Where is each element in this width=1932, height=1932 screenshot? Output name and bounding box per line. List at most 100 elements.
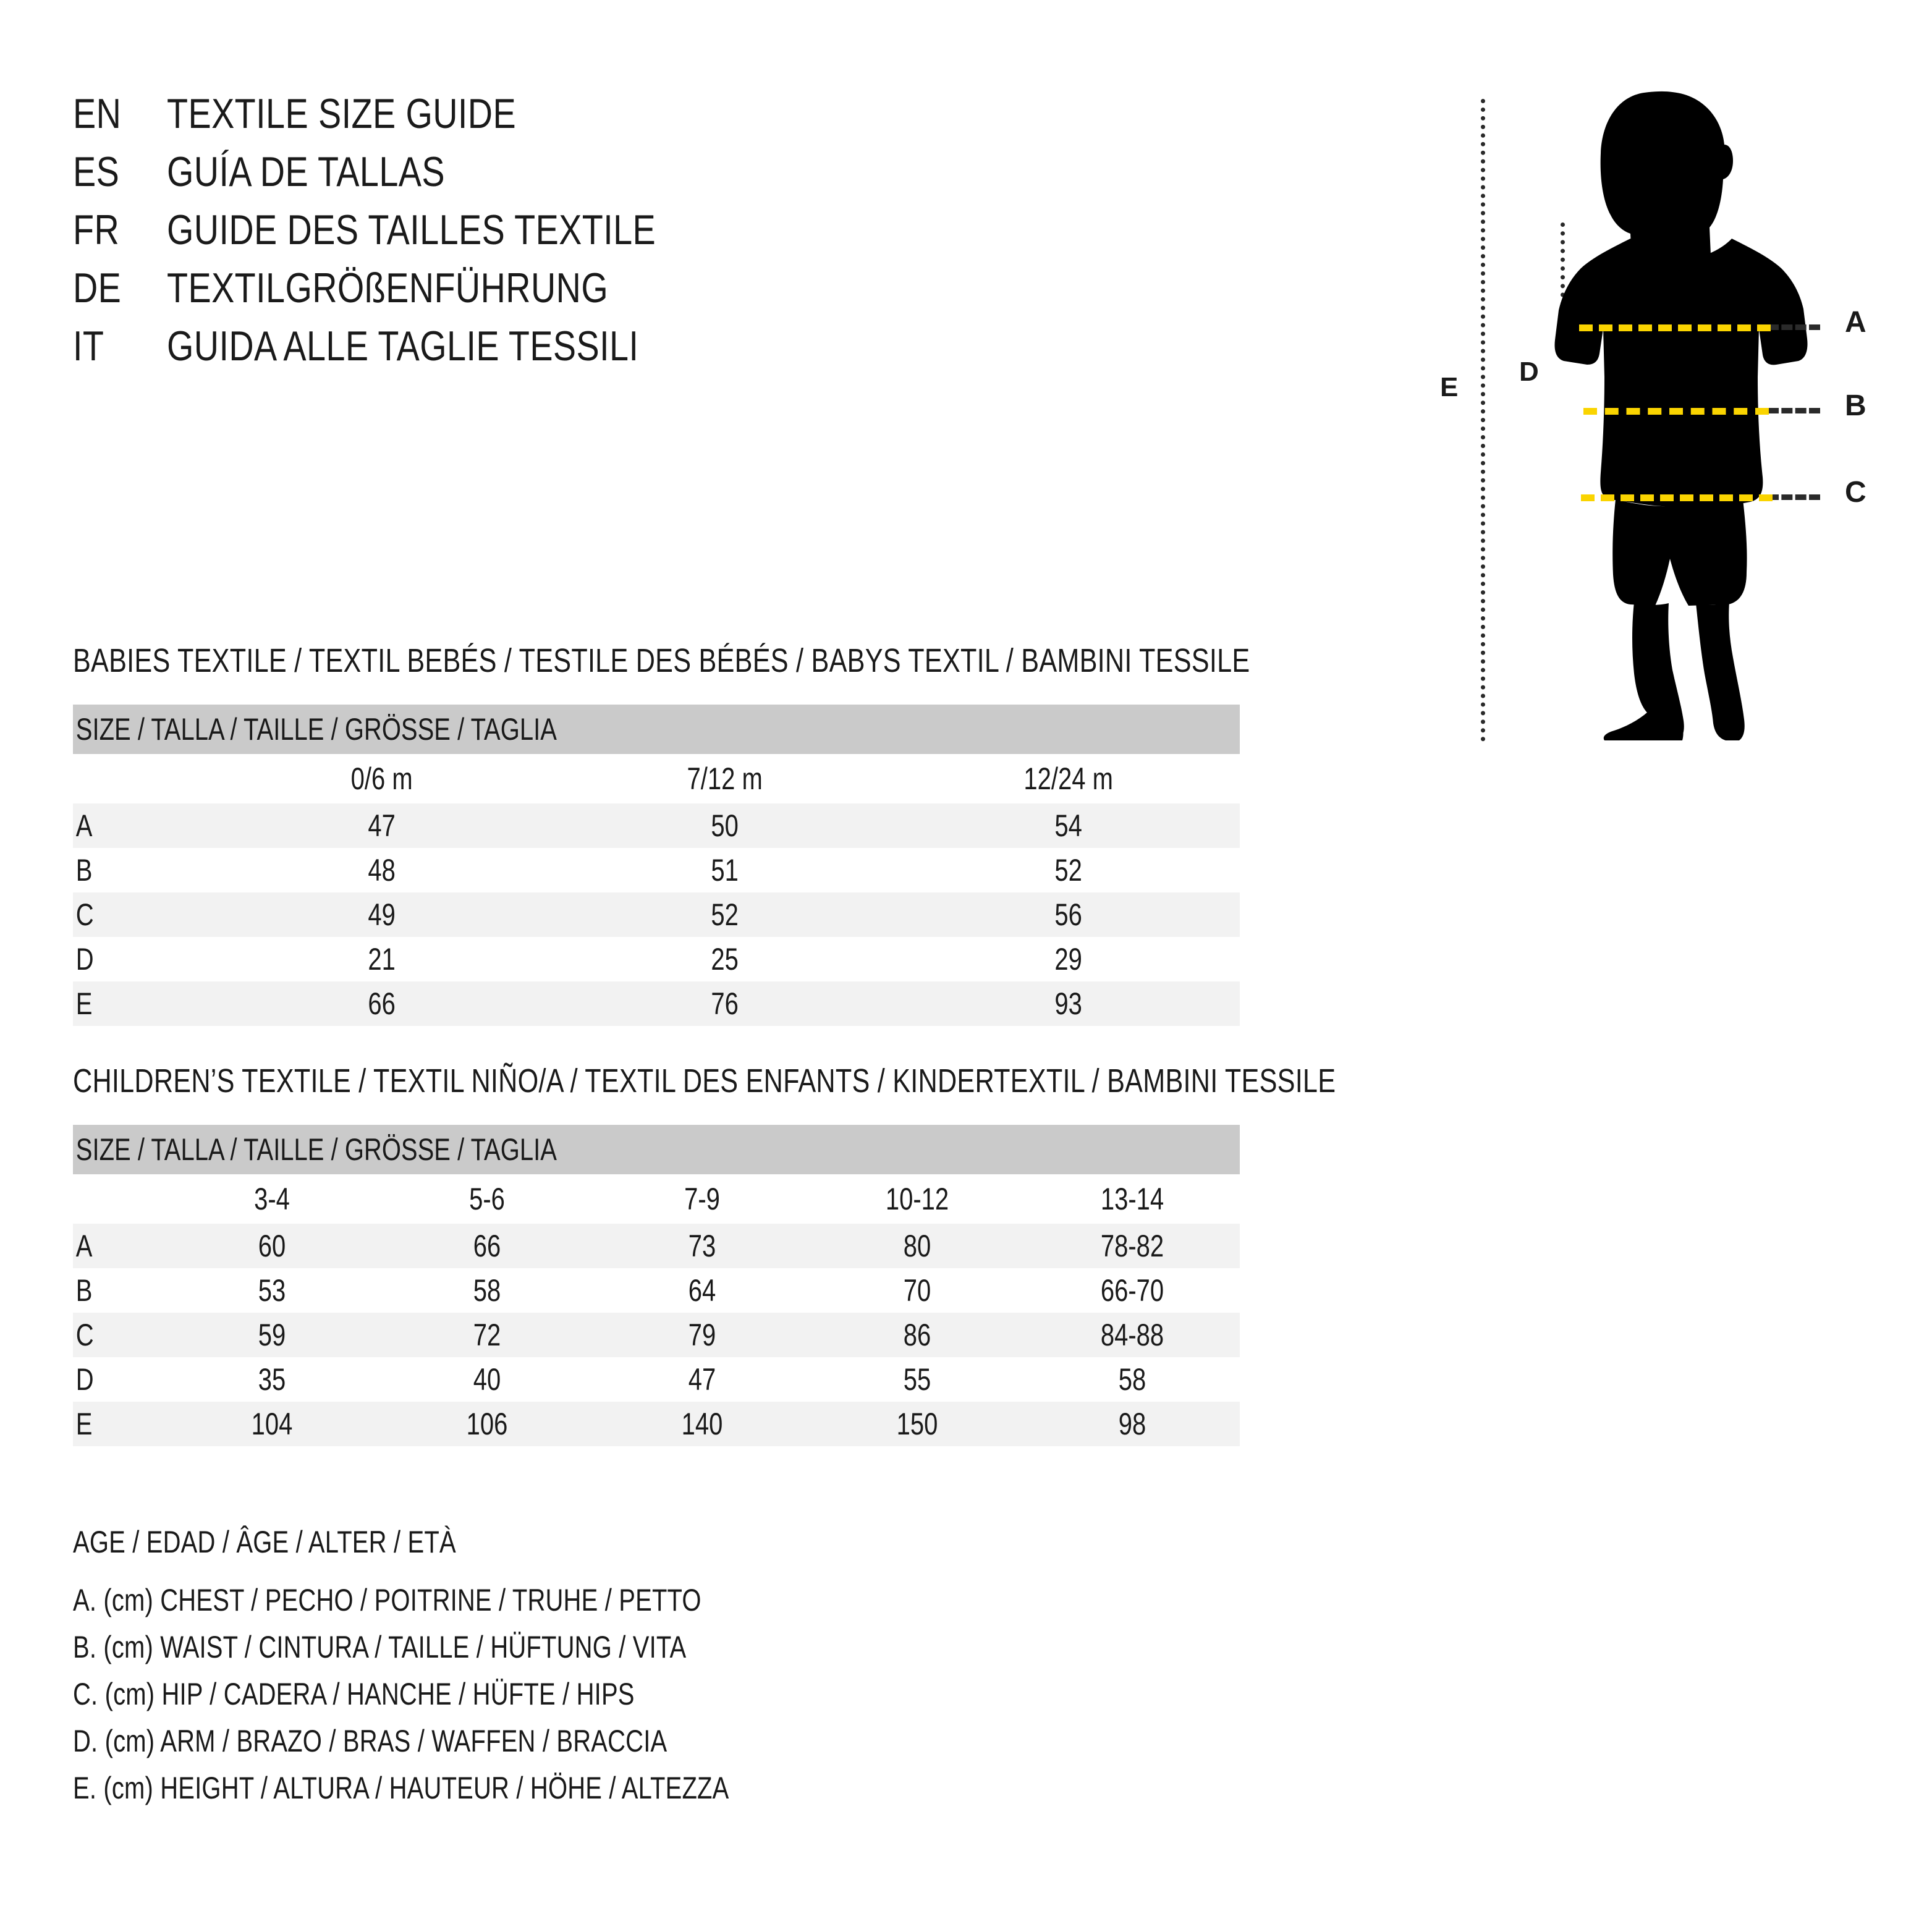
children-row-label-b: B (75, 1273, 93, 1308)
table-row: B 53 58 64 70 66-70 (73, 1268, 1240, 1313)
children-size-bar-label: SIZE / TALLA / TAILLE / GRÖSSE / TAGLIA (75, 1132, 557, 1167)
babies-cell-c-2: 56 (1054, 897, 1082, 932)
children-size-bar-row: SIZE / TALLA / TAILLE / GRÖSSE / TAGLIA (73, 1125, 1240, 1174)
children-section-heading: CHILDREN’S TEXTILE / TEXTIL NIÑO/A / TEX… (73, 1062, 1336, 1099)
hip-leader-line (1768, 494, 1820, 500)
babies-size-bar-label: SIZE / TALLA / TAILLE / GRÖSSE / TAGLIA (75, 712, 557, 747)
legend-item-c: C. (cm) HIP / CADERA / HANCHE / HÜFTE / … (73, 1677, 635, 1711)
legend-item-d: D. (cm) ARM / BRAZO / BRAS / WAFFEN / BR… (73, 1724, 667, 1758)
children-col-header-0: 3-4 (254, 1182, 290, 1216)
children-cell-c-2: 79 (688, 1318, 716, 1352)
language-code-de: DE (73, 265, 122, 311)
babies-cell-b-0: 48 (368, 853, 396, 888)
babies-size-bar-row: SIZE / TALLA / TAILLE / GRÖSSE / TAGLIA (73, 705, 1240, 754)
table-row: A 60 66 73 80 78-82 (73, 1224, 1240, 1268)
children-cell-d-3: 55 (903, 1362, 931, 1397)
children-cell-a-1: 66 (473, 1229, 501, 1263)
children-cell-d-4: 58 (1118, 1362, 1146, 1397)
measurement-legend: AGE / EDAD / ÂGE / ALTER / ETÀ A. (cm) C… (73, 1527, 1247, 1820)
waist-measure-line (1583, 408, 1769, 415)
children-cell-a-4: 78-82 (1100, 1229, 1164, 1263)
children-cell-c-0: 59 (258, 1318, 286, 1352)
height-guide-line (1481, 99, 1485, 742)
babies-row-label-d: D (75, 942, 94, 977)
measurement-figure-panel: E D A B C (1440, 87, 1922, 760)
children-cell-a-2: 73 (688, 1229, 716, 1263)
babies-cell-d-2: 29 (1054, 942, 1082, 977)
children-col-header-1: 5-6 (469, 1182, 505, 1216)
language-code-it: IT (73, 323, 104, 370)
legend-item-e: E. (cm) HEIGHT / ALTURA / HAUTEUR / HÖHE… (73, 1771, 729, 1805)
language-row-es: ES GUÍA DE TALLAS (73, 151, 1247, 209)
child-silhouette-icon (1554, 91, 1808, 740)
children-cell-b-3: 70 (903, 1273, 931, 1308)
babies-cell-e-1: 76 (711, 986, 739, 1021)
children-cell-b-1: 58 (473, 1273, 501, 1308)
babies-row-label-c: C (75, 897, 94, 932)
babies-row-label-e: E (75, 986, 93, 1021)
babies-row-label-b: B (75, 853, 93, 888)
language-title-it: GUIDA ALLE TAGLIE TESSILI (167, 323, 639, 370)
children-cell-e-3: 150 (896, 1407, 938, 1441)
children-size-table: SIZE / TALLA / TAILLE / GRÖSSE / TAGLIA … (73, 1125, 1240, 1446)
children-row-label-e: E (75, 1407, 93, 1441)
children-cell-a-0: 60 (258, 1229, 286, 1263)
legend-item-b: B. (cm) WAIST / CINTURA / TAILLE / HÜFTU… (73, 1630, 687, 1664)
marker-label-b: B (1845, 389, 1866, 422)
language-row-de: DE TEXTILGRÖßENFÜHRUNG (73, 267, 1247, 325)
table-row: E 104 106 140 150 98 (73, 1402, 1240, 1446)
babies-size-table: SIZE / TALLA / TAILLE / GRÖSSE / TAGLIA … (73, 705, 1240, 1026)
table-row: E 66 76 93 (73, 981, 1240, 1026)
legend-item-a: A. (cm) CHEST / PECHO / POITRINE / TRUHE… (73, 1583, 701, 1617)
children-row-label-c: C (75, 1318, 94, 1352)
arm-guide-line (1561, 222, 1565, 358)
chest-leader-line (1768, 324, 1820, 330)
babies-cell-a-0: 47 (368, 808, 396, 843)
marker-label-c: C (1845, 476, 1866, 509)
language-row-fr: FR GUIDE DES TAILLES TEXTILE (73, 209, 1247, 267)
language-code-fr: FR (73, 206, 120, 253)
children-col-header-2: 7-9 (684, 1182, 720, 1216)
children-col-header-3: 10-12 (885, 1182, 949, 1216)
children-col-header-4: 13-14 (1100, 1182, 1164, 1216)
table-row: A 47 50 54 (73, 803, 1240, 848)
table-row: C 49 52 56 (73, 892, 1240, 937)
children-cell-e-0: 104 (251, 1407, 293, 1441)
language-code-es: ES (73, 148, 120, 195)
babies-cell-a-1: 50 (711, 808, 739, 843)
language-title-en: TEXTILE SIZE GUIDE (167, 90, 517, 137)
babies-row-label-a: A (75, 808, 93, 843)
babies-col-header-2: 12/24 m (1023, 761, 1113, 796)
babies-cell-c-1: 52 (711, 897, 739, 932)
legend-age-line: AGE / EDAD / ÂGE / ALTER / ETÀ (73, 1525, 456, 1559)
language-row-it: IT GUIDA ALLE TAGLIE TESSILI (73, 325, 1247, 383)
babies-cell-b-1: 51 (711, 853, 739, 888)
table-row: D 35 40 47 55 58 (73, 1357, 1240, 1402)
children-cell-d-1: 40 (473, 1362, 501, 1397)
babies-col-header-1: 7/12 m (687, 761, 763, 796)
children-cell-c-4: 84-88 (1100, 1318, 1164, 1352)
babies-cell-b-2: 52 (1054, 853, 1082, 888)
children-cell-b-2: 64 (688, 1273, 716, 1308)
waist-leader-line (1768, 408, 1820, 413)
children-cell-b-4: 66-70 (1100, 1273, 1164, 1308)
babies-col-header-0: 0/6 m (350, 761, 413, 796)
language-code-en: EN (73, 90, 122, 137)
children-cell-e-4: 98 (1118, 1407, 1146, 1441)
babies-cell-a-2: 54 (1054, 808, 1082, 843)
children-row-label-d: D (75, 1362, 94, 1397)
chest-measure-line (1579, 324, 1771, 331)
language-header-block: EN TEXTILE SIZE GUIDE ES GUÍA DE TALLAS … (73, 93, 1247, 383)
table-row: B 48 51 52 (73, 848, 1240, 892)
babies-column-header-row: 0/6 m 7/12 m 12/24 m (73, 754, 1240, 803)
marker-label-a: A (1845, 306, 1866, 339)
language-title-de: TEXTILGRÖßENFÜHRUNG (167, 265, 609, 311)
children-row-label-a: A (75, 1229, 93, 1263)
marker-label-e: E (1440, 372, 1459, 402)
language-title-es: GUÍA DE TALLAS (167, 148, 445, 195)
babies-cell-c-0: 49 (368, 897, 396, 932)
table-row: C 59 72 79 86 84-88 (73, 1313, 1240, 1357)
children-cell-e-1: 106 (466, 1407, 508, 1441)
language-row-en: EN TEXTILE SIZE GUIDE (73, 93, 1247, 151)
children-cell-b-0: 53 (258, 1273, 286, 1308)
